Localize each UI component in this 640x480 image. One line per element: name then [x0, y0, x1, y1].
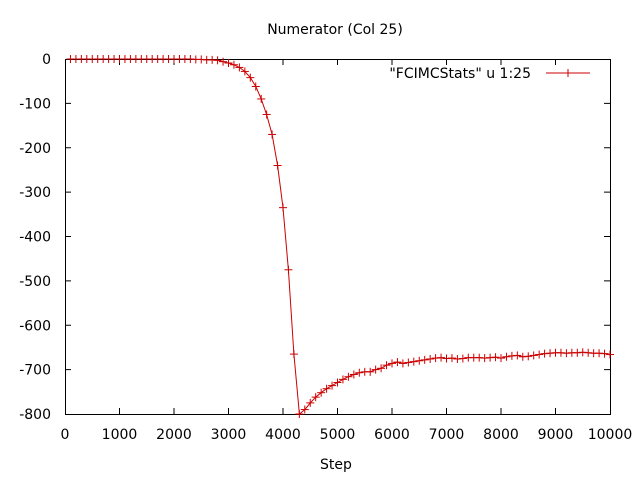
data-point	[420, 355, 429, 364]
x-tick-label: 3000	[211, 427, 247, 443]
data-point	[219, 57, 228, 66]
y-tick-label: -800	[19, 407, 51, 423]
axis-ticks: 0 1000 2000 3000 4000 5000 6000 7000 8000 9000 100…	[19, 52, 632, 443]
x-tick-label: 9000	[538, 427, 574, 443]
data-point	[338, 375, 347, 384]
x-tick-label: 10000	[588, 427, 633, 443]
data-point	[447, 354, 456, 363]
data-point	[328, 381, 337, 390]
data-point	[382, 361, 391, 370]
series-layer	[66, 55, 614, 418]
data-point	[491, 353, 500, 362]
legend-entry-label: "FCIMCStats" u 1:25	[389, 66, 531, 82]
data-point	[371, 365, 380, 374]
x-tick-label: 6000	[374, 427, 410, 443]
data-point	[224, 58, 233, 67]
x-tick-label: 1000	[102, 427, 138, 443]
y-tick-label: -400	[19, 230, 51, 246]
data-point	[355, 368, 364, 377]
data-point	[344, 372, 353, 381]
data-point	[398, 359, 407, 368]
y-tick-label: -500	[19, 274, 51, 290]
data-point	[409, 357, 418, 366]
data-point	[317, 388, 326, 397]
data-point	[251, 82, 260, 91]
plot-frame	[65, 59, 611, 415]
x-tick-label: 5000	[320, 427, 356, 443]
data-point	[262, 110, 271, 119]
data-point	[393, 358, 402, 367]
x-tick-label: 0	[61, 427, 70, 443]
data-point	[415, 356, 424, 365]
data-point	[284, 265, 293, 274]
data-point	[458, 354, 467, 363]
data-point	[366, 367, 375, 376]
data-point	[349, 370, 358, 379]
data-point	[497, 354, 505, 363]
y-tick-label: -100	[19, 96, 51, 112]
data-point	[213, 56, 222, 65]
x-tick-label: 8000	[483, 427, 519, 443]
data-point	[437, 353, 446, 362]
data-point	[246, 73, 255, 82]
data-point	[306, 398, 315, 407]
data-point	[311, 393, 320, 402]
data-point	[279, 203, 287, 212]
data-point	[388, 359, 396, 368]
y-tick-label: -300	[19, 185, 51, 201]
data-point	[268, 130, 277, 139]
data-point	[240, 67, 249, 76]
data-point	[426, 354, 435, 363]
y-tick-label: 0	[42, 52, 51, 68]
data-point	[535, 350, 544, 359]
data-point	[377, 364, 386, 373]
data-point	[524, 352, 533, 361]
data-point	[600, 349, 609, 358]
y-tick-label: -600	[19, 318, 51, 334]
data-point	[404, 358, 413, 367]
y-tick-label: -700	[19, 363, 51, 379]
data-point	[289, 350, 298, 359]
legend-marker	[564, 69, 572, 77]
y-tick-label: -200	[19, 141, 51, 157]
x-tick-label: 2000	[156, 427, 192, 443]
data-point	[300, 405, 309, 414]
data-point	[333, 378, 342, 387]
data-point	[235, 63, 244, 72]
data-point	[502, 352, 511, 361]
series-line	[70, 58, 611, 415]
legend: "FCIMCStats" u 1:25	[389, 66, 590, 82]
data-point	[295, 410, 304, 418]
data-point	[257, 94, 266, 103]
chart-title: Numerator (Col 25)	[267, 22, 403, 38]
x-tick-label: 7000	[429, 427, 465, 443]
x-tick-label: 4000	[265, 427, 301, 443]
data-point	[273, 161, 282, 170]
data-point	[606, 350, 614, 359]
data-point	[322, 384, 331, 393]
data-point	[529, 351, 538, 360]
data-point	[513, 351, 522, 360]
data-point	[229, 60, 238, 69]
x-axis-label: Step	[320, 457, 352, 473]
